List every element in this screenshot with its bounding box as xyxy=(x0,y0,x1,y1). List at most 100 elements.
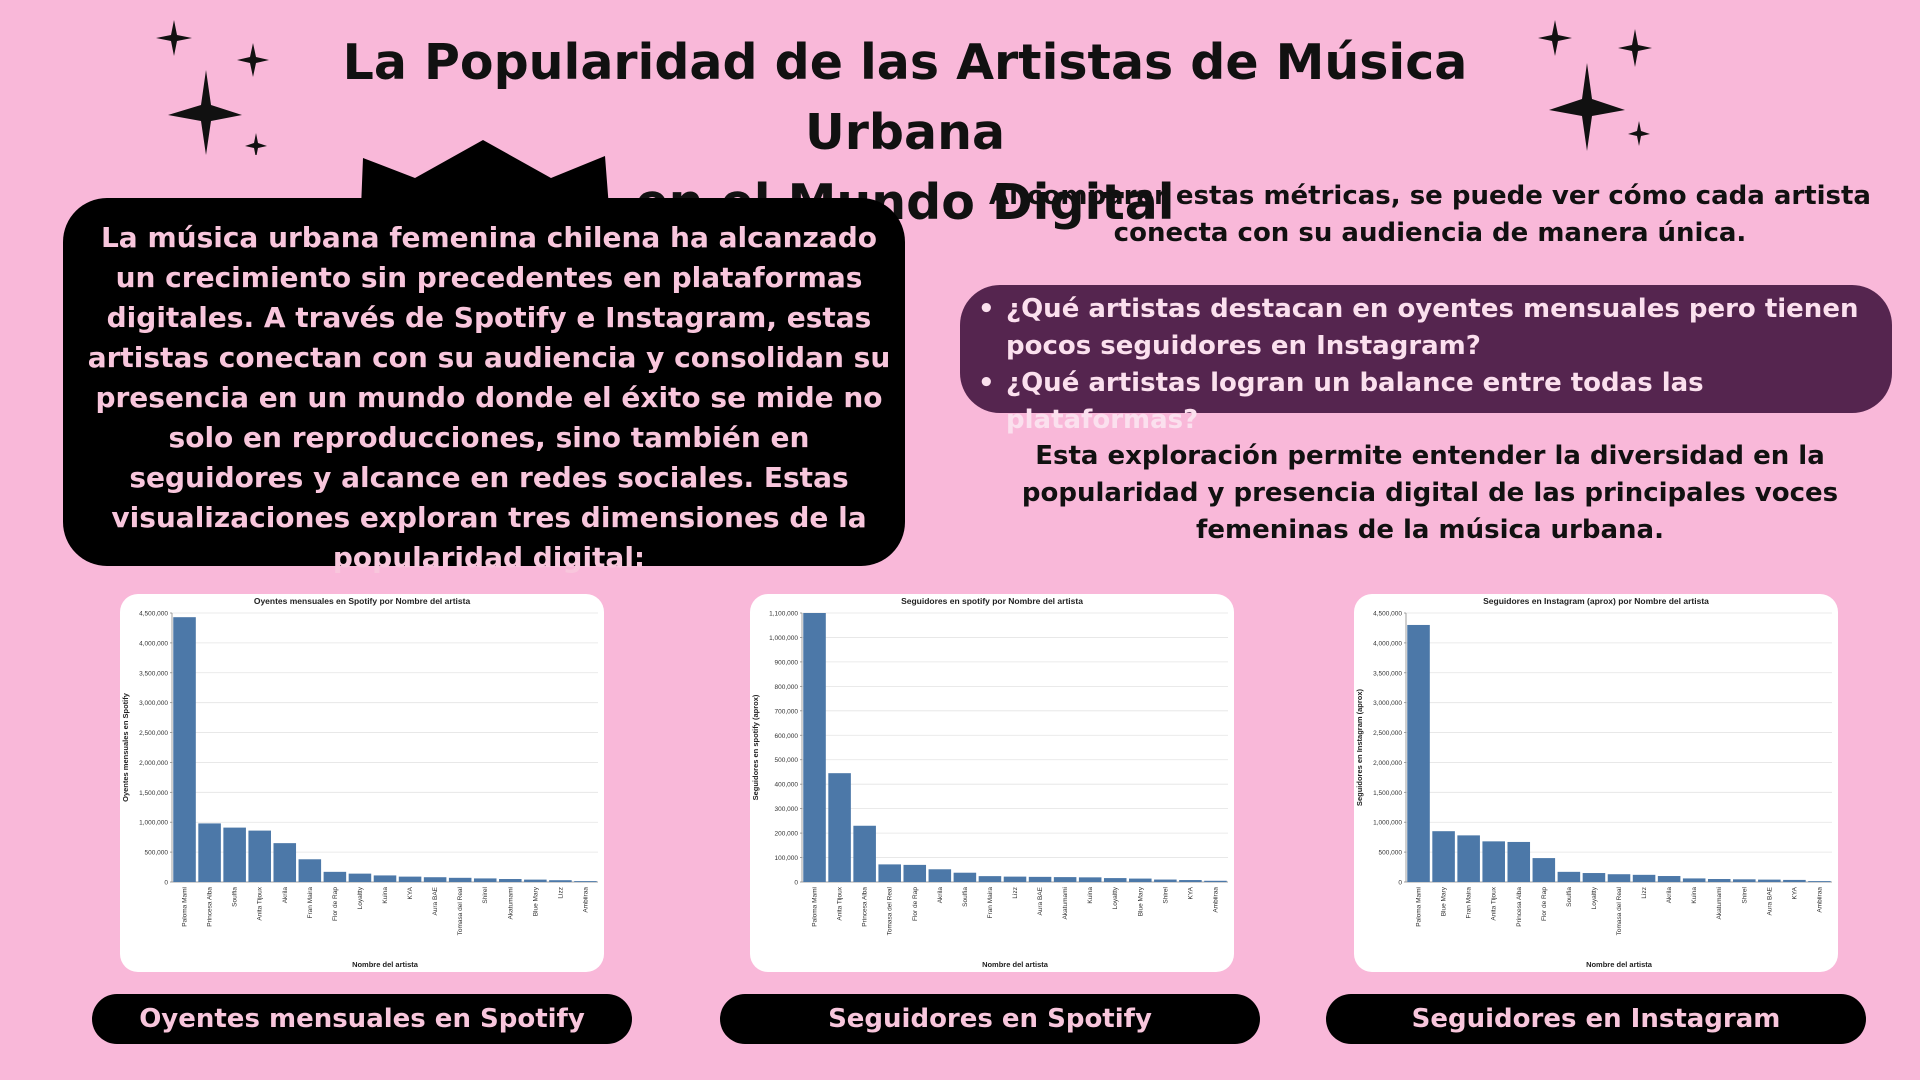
x-axis-label: Nombre del artista xyxy=(982,960,1049,969)
bar xyxy=(223,827,246,882)
chart-card-oyentes: Oyentes mensuales en Spotify por Nombre … xyxy=(120,594,604,972)
y-tick-label: 400,000 xyxy=(775,782,799,789)
bar xyxy=(928,869,952,882)
x-tick-label: Kuina xyxy=(1087,887,1094,904)
bar xyxy=(549,880,572,882)
x-tick-label: Lizz xyxy=(557,887,564,899)
title-line-1: La Popularidad de las Artistas de Música… xyxy=(342,34,1468,161)
x-tick-label: Blue Mary xyxy=(1137,886,1144,916)
x-tick-label: Shirel xyxy=(1741,886,1748,903)
y-tick-label: 3,500,000 xyxy=(1373,670,1402,677)
y-tick-label: 0 xyxy=(794,880,798,887)
bar xyxy=(978,876,1002,882)
sparkle-left-icon xyxy=(156,20,269,155)
bar xyxy=(1707,879,1731,882)
bar xyxy=(1078,877,1102,882)
label-seguidores-instagram: Seguidores en Instagram xyxy=(1326,994,1866,1044)
x-axis-label: Nombre del artista xyxy=(1586,960,1653,969)
question-item: ¿Qué artistas logran un balance entre to… xyxy=(978,365,1872,439)
x-tick-label: Soulfia xyxy=(1566,887,1573,907)
bar xyxy=(1783,879,1806,882)
conclusion-text: Esta exploración permite entender la div… xyxy=(1021,441,1839,545)
x-tick-label: Anita Tijoux xyxy=(257,886,264,920)
y-tick-label: 800,000 xyxy=(775,684,799,691)
bar xyxy=(499,879,522,882)
y-tick-label: 300,000 xyxy=(775,806,799,813)
bar xyxy=(953,872,977,882)
bar xyxy=(524,879,547,882)
x-tick-label: Aura BAE xyxy=(1037,886,1044,915)
bar xyxy=(248,830,271,882)
chart-seguidores-spotify: Seguidores en spotify por Nombre del art… xyxy=(751,596,1228,969)
x-tick-label: Loyaltty xyxy=(357,886,364,909)
x-tick-label: Akatumami xyxy=(507,887,514,920)
chart-title: Seguidores en Instagram (aprox) por Nomb… xyxy=(1483,596,1709,606)
y-tick-label: 700,000 xyxy=(775,708,799,715)
chart-title: Seguidores en spotify por Nombre del art… xyxy=(901,596,1083,606)
bar xyxy=(1003,876,1027,882)
bar xyxy=(273,843,297,882)
bar xyxy=(1557,871,1581,882)
y-tick-label: 4,500,000 xyxy=(139,611,168,618)
bar xyxy=(1028,876,1052,882)
x-tick-label: Kuina xyxy=(1691,887,1698,904)
y-tick-label: 3,000,000 xyxy=(1373,700,1402,707)
sparkle-right-icon xyxy=(1538,20,1652,151)
bar xyxy=(1682,878,1706,882)
x-tick-label: Paloma Mami xyxy=(1416,887,1423,927)
x-tick-label: Princesa Alba xyxy=(1516,887,1523,927)
y-tick-label: 500,000 xyxy=(1379,850,1403,857)
y-axis-label: Seguidores en Instagram (aprox) xyxy=(1355,688,1364,806)
page-title: La Popularidad de las Artistas de Música… xyxy=(290,28,1520,238)
label-seguidores-spotify: Seguidores en Spotify xyxy=(720,994,1260,1044)
y-tick-label: 4,500,000 xyxy=(1373,611,1402,618)
bar xyxy=(853,825,876,882)
bar xyxy=(1179,880,1202,882)
questions-box: ¿Qué artistas destacan en oyentes mensua… xyxy=(960,285,1892,435)
x-tick-label: Lizz xyxy=(1012,887,1019,899)
comparison-text: Al comparar estas métricas, se puede ver… xyxy=(989,181,1871,248)
y-tick-label: 3,500,000 xyxy=(139,670,168,677)
bar xyxy=(1657,876,1681,882)
bar xyxy=(1457,835,1480,882)
y-axis-label: Seguidores en spotify (aprox) xyxy=(751,694,760,800)
x-tick-label: Paloma Mami xyxy=(182,887,189,927)
y-tick-label: 1,000,000 xyxy=(769,635,798,642)
bar xyxy=(373,875,397,882)
y-tick-label: 2,000,000 xyxy=(1373,760,1402,767)
bar xyxy=(1432,831,1455,882)
x-tick-label: Ambiiraa xyxy=(582,887,589,913)
bar xyxy=(323,871,347,882)
x-tick-label: Tomasa del Real xyxy=(1616,886,1623,935)
x-tick-label: Shirel xyxy=(482,886,489,903)
bar xyxy=(198,823,221,882)
y-axis-label: Oyentes mensuales en Spotify xyxy=(121,692,130,802)
label-oyentes-spotify: Oyentes mensuales en Spotify xyxy=(92,994,632,1044)
x-tick-label: Akatumami xyxy=(1062,887,1069,920)
y-tick-label: 3,000,000 xyxy=(139,700,168,707)
bar xyxy=(1103,878,1127,882)
y-tick-label: 4,000,000 xyxy=(1373,640,1402,647)
x-tick-label: Flor de Rap xyxy=(1541,887,1548,921)
x-tick-label: Paloma Mami xyxy=(812,887,819,927)
x-tick-label: Blue Mary xyxy=(1441,886,1448,916)
y-tick-label: 1,000,000 xyxy=(1373,820,1402,827)
y-tick-label: 900,000 xyxy=(775,659,799,666)
chart-oyentes-spotify: Oyentes mensuales en Spotify por Nombre … xyxy=(121,596,598,969)
x-tick-label: Akatumami xyxy=(1716,887,1723,920)
bar xyxy=(1154,879,1177,882)
bar xyxy=(173,617,196,882)
x-tick-label: Tomasa del Real xyxy=(457,886,464,935)
bar xyxy=(1407,624,1430,882)
y-tick-label: 0 xyxy=(164,880,168,887)
x-tick-label: Soulfia xyxy=(232,887,239,907)
bar xyxy=(473,878,497,882)
x-tick-label: Lizz xyxy=(1641,887,1648,899)
y-tick-label: 500,000 xyxy=(775,757,799,764)
x-tick-label: Aura BAE xyxy=(432,886,439,915)
bar xyxy=(1632,874,1656,882)
x-tick-label: Princesa Alba xyxy=(207,887,214,927)
bar xyxy=(423,877,447,882)
chart-card-seguidores-instagram: Seguidores en Instagram (aprox) por Nomb… xyxy=(1354,594,1838,972)
y-tick-label: 1,100,000 xyxy=(769,611,798,618)
